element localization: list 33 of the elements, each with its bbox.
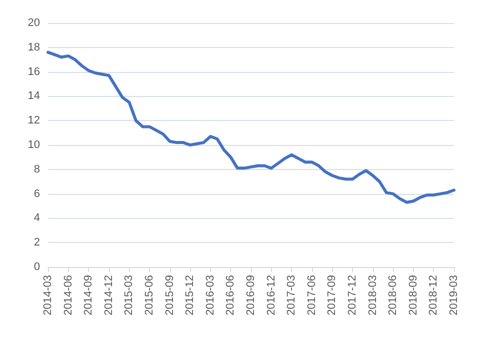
- y-tick-label: 8: [34, 163, 40, 176]
- line-series: [46, 50, 456, 204]
- x-tick-label: 2014-12: [102, 275, 115, 316]
- x-tick-label: 2019-03: [448, 275, 460, 316]
- y-tick-label: 10: [28, 139, 40, 151]
- x-tick-label: 2018-09: [407, 275, 420, 316]
- y-tick-label: 0: [34, 261, 40, 273]
- x-tick-label: 2014-06: [62, 275, 74, 316]
- x-tick-label: 2016-03: [204, 275, 216, 316]
- x-tick-label: 2017-09: [326, 275, 338, 316]
- x-tick-label: 2017-03: [286, 275, 298, 316]
- x-tick-label: 2016-12: [265, 275, 278, 316]
- y-tick-label: 4: [34, 212, 40, 224]
- y-tick-label: 18: [28, 41, 40, 54]
- x-tick-label: 2015-03: [123, 275, 136, 316]
- x-tick-label: 2018-03: [366, 275, 379, 316]
- x-tick-label: 2015-09: [164, 275, 176, 316]
- x-tick-label: 2017-12: [346, 275, 358, 316]
- y-tick-label: 14: [28, 90, 40, 102]
- x-tick-label: 2016-09: [245, 275, 257, 316]
- x-tick-label: 2015-12: [184, 275, 196, 316]
- x-tick-label: 2016-06: [224, 275, 237, 316]
- x-tick-label: 2018-12: [428, 275, 440, 316]
- x-tick-label: 2018-06: [387, 275, 400, 316]
- y-tick-label: 12: [28, 114, 40, 127]
- x-tick-label: 2014-09: [82, 275, 95, 316]
- y-tick-label: 16: [28, 66, 40, 78]
- y-tick-label: 6: [34, 188, 40, 200]
- x-tick-label: 2014-03: [42, 275, 54, 316]
- x-tick-label: 2017-06: [306, 275, 318, 316]
- x-tick-label: 2015-06: [144, 275, 156, 316]
- y-tick-label: 2: [34, 236, 40, 249]
- y-tick-label: 20: [28, 17, 40, 29]
